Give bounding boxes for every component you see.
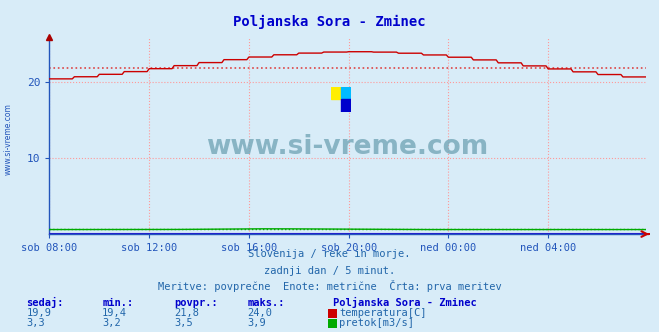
Text: Poljanska Sora - Zminec: Poljanska Sora - Zminec: [233, 15, 426, 29]
Text: zadnji dan / 5 minut.: zadnji dan / 5 minut.: [264, 266, 395, 276]
Text: www.si-vreme.com: www.si-vreme.com: [3, 104, 13, 175]
Text: 24,0: 24,0: [247, 308, 272, 318]
Text: 19,4: 19,4: [102, 308, 127, 318]
Text: www.si-vreme.com: www.si-vreme.com: [206, 134, 489, 160]
Text: 3,5: 3,5: [175, 318, 193, 328]
Text: povpr.:: povpr.:: [175, 298, 218, 308]
Text: temperatura[C]: temperatura[C]: [339, 308, 427, 318]
Bar: [341, 99, 351, 112]
Text: sedaj:: sedaj:: [26, 297, 64, 308]
Text: 3,9: 3,9: [247, 318, 266, 328]
Text: Slovenija / reke in morje.: Slovenija / reke in morje.: [248, 249, 411, 259]
Text: 19,9: 19,9: [26, 308, 51, 318]
Text: maks.:: maks.:: [247, 298, 285, 308]
Text: 3,2: 3,2: [102, 318, 121, 328]
Text: min.:: min.:: [102, 298, 133, 308]
Text: pretok[m3/s]: pretok[m3/s]: [339, 318, 415, 328]
Bar: [331, 87, 341, 99]
Text: Poljanska Sora - Zminec: Poljanska Sora - Zminec: [333, 297, 476, 308]
Text: 3,3: 3,3: [26, 318, 45, 328]
Text: 21,8: 21,8: [175, 308, 200, 318]
Text: Meritve: povprečne  Enote: metrične  Črta: prva meritev: Meritve: povprečne Enote: metrične Črta:…: [158, 281, 501, 292]
Bar: [341, 87, 351, 99]
